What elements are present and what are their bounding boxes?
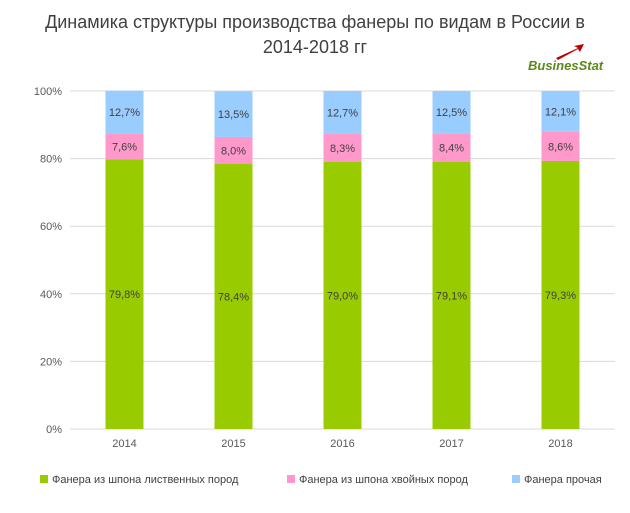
x-tick-label: 2018 [548, 438, 572, 450]
y-tick-label: 40% [40, 289, 62, 301]
bar-segment [541, 160, 580, 429]
bar-segment [105, 90, 144, 134]
x-tick-label: 2014 [112, 438, 136, 450]
legend-swatch [287, 475, 295, 483]
data-label: 79,1% [436, 290, 467, 302]
bar-segment [432, 161, 471, 429]
y-axis: 0% 20% 40% 60% 80% 100% [34, 86, 62, 436]
bar-segment [214, 164, 253, 429]
data-label: 12,7% [109, 107, 140, 119]
data-label: 8,6% [548, 141, 573, 153]
svg-text:BusinesStat: BusinesStat [528, 58, 604, 73]
logo-arrow-icon [556, 44, 584, 60]
bar-segment [323, 133, 362, 162]
bar-segment [323, 91, 362, 134]
data-label: 79,0% [327, 290, 358, 302]
y-tick-label: 0% [46, 424, 62, 436]
y-tick-label: 80% [40, 154, 62, 166]
chart-title-line2: 2014-2018 гг [263, 37, 368, 57]
data-label: 13,5% [218, 109, 249, 121]
logo-part2: Stat [579, 58, 604, 73]
x-tick-label: 2015 [221, 438, 245, 450]
data-label: 78,4% [218, 292, 249, 304]
bar-segment [214, 91, 253, 137]
y-tick-label: 20% [40, 356, 62, 368]
legend-item: Фанера из шпона лиственных пород [40, 474, 239, 486]
legend-label: Фанера из шпона хвойных пород [299, 474, 468, 486]
legend: Фанера из шпона лиственных пород Фанера и… [40, 474, 602, 486]
chart-title-line1: Динамика структуры производства фанеры п… [45, 12, 585, 32]
bar-segment [323, 161, 362, 430]
bars [105, 90, 580, 430]
data-labels: 79,8% 7,6% 12,7% 78,4% 8,0% 13,5% 79,0% 8,3% 12,… [109, 106, 576, 303]
legend-item: Фанера прочая [512, 474, 602, 486]
legend-label: Фанера из шпона лиственных пород [52, 474, 239, 486]
y-tick-label: 60% [40, 221, 62, 233]
data-label: 79,8% [109, 289, 140, 301]
data-label: 8,0% [221, 145, 246, 157]
legend-swatch [40, 475, 48, 483]
data-label: 12,7% [327, 107, 358, 119]
data-label: 8,4% [439, 142, 464, 154]
data-label: 7,6% [112, 141, 137, 153]
bar-segment [105, 133, 144, 160]
bar-segment [432, 91, 471, 134]
data-label: 79,3% [545, 290, 576, 302]
bar-segment [432, 133, 471, 162]
businesstat-logo: BusinesStat [528, 44, 604, 73]
bar-segment [541, 91, 580, 132]
bar-segment [105, 159, 144, 429]
legend-item: Фанера из шпона хвойных пород [287, 474, 468, 486]
logo-part1: Busines [528, 58, 579, 73]
data-label: 12,5% [436, 107, 467, 119]
legend-swatch [512, 475, 520, 483]
x-axis: 2014 2015 2016 2017 2018 [112, 438, 572, 450]
data-label: 8,3% [330, 143, 355, 155]
bar-segment [214, 136, 253, 165]
data-label: 12,1% [545, 106, 576, 118]
legend-label: Фанера прочая [524, 474, 602, 486]
y-tick-label: 100% [34, 86, 62, 98]
x-tick-label: 2017 [439, 438, 463, 450]
bar-segment [541, 131, 580, 161]
x-tick-label: 2016 [330, 438, 354, 450]
